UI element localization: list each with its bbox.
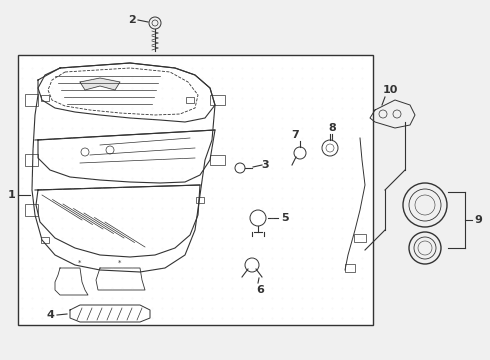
Text: 2: 2 <box>128 15 136 25</box>
Text: *: * <box>118 260 122 266</box>
Polygon shape <box>80 78 120 90</box>
Bar <box>41 95 49 101</box>
Bar <box>354 234 366 242</box>
Text: 4: 4 <box>46 310 54 320</box>
Bar <box>210 155 225 165</box>
Text: 8: 8 <box>328 123 336 133</box>
Bar <box>196 197 204 203</box>
Bar <box>25 94 38 106</box>
Bar <box>25 154 38 166</box>
Bar <box>186 97 194 103</box>
Text: 3: 3 <box>261 160 269 170</box>
Text: 7: 7 <box>291 130 299 140</box>
Text: 5: 5 <box>281 213 289 223</box>
Text: 1: 1 <box>8 190 16 200</box>
Bar <box>345 264 355 272</box>
Bar <box>210 95 225 105</box>
Text: 6: 6 <box>256 285 264 295</box>
Bar <box>41 237 49 243</box>
Text: *: * <box>78 260 82 266</box>
Text: 9: 9 <box>474 215 482 225</box>
Text: 10: 10 <box>382 85 398 95</box>
Bar <box>25 204 38 216</box>
Bar <box>18 55 373 325</box>
